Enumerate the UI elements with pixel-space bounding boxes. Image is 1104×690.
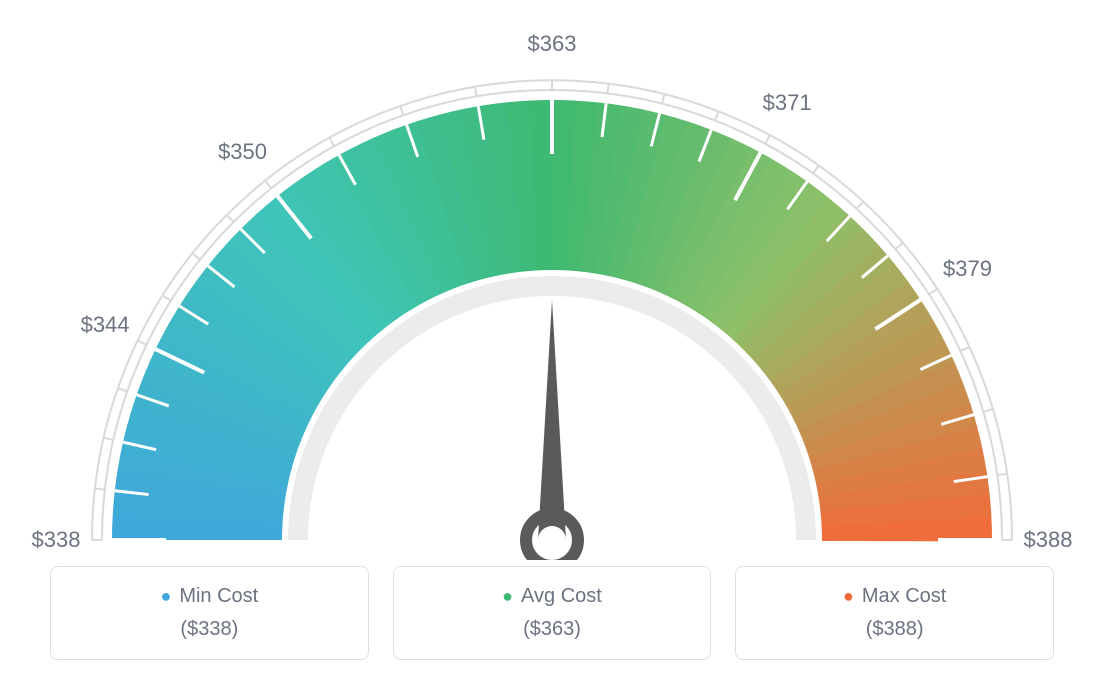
gauge-tick-label: $388 bbox=[1024, 527, 1073, 553]
gauge-tick-label: $344 bbox=[81, 312, 130, 338]
legend: Min Cost ($338) Avg Cost ($363) Max Cost… bbox=[50, 566, 1054, 660]
gauge-svg bbox=[0, 0, 1104, 560]
legend-min-label: Min Cost bbox=[61, 585, 358, 608]
gauge-tick-label: $338 bbox=[32, 527, 81, 553]
gauge-tick-label: $363 bbox=[528, 31, 577, 57]
gauge-tick-label: $350 bbox=[218, 139, 267, 165]
legend-max-value: ($388) bbox=[746, 618, 1043, 641]
legend-avg-value: ($363) bbox=[404, 618, 701, 641]
legend-max-label: Max Cost bbox=[746, 585, 1043, 608]
gauge-tick-label: $371 bbox=[763, 90, 812, 116]
legend-min-value: ($338) bbox=[61, 618, 358, 641]
legend-avg-label: Avg Cost bbox=[404, 585, 701, 608]
legend-avg: Avg Cost ($363) bbox=[393, 566, 712, 660]
cost-gauge: $338 $344 $350 $363 $371 $379 $388 bbox=[0, 0, 1104, 560]
gauge-tick-label: $379 bbox=[943, 256, 992, 282]
legend-max: Max Cost ($388) bbox=[735, 566, 1054, 660]
legend-min: Min Cost ($338) bbox=[50, 566, 369, 660]
